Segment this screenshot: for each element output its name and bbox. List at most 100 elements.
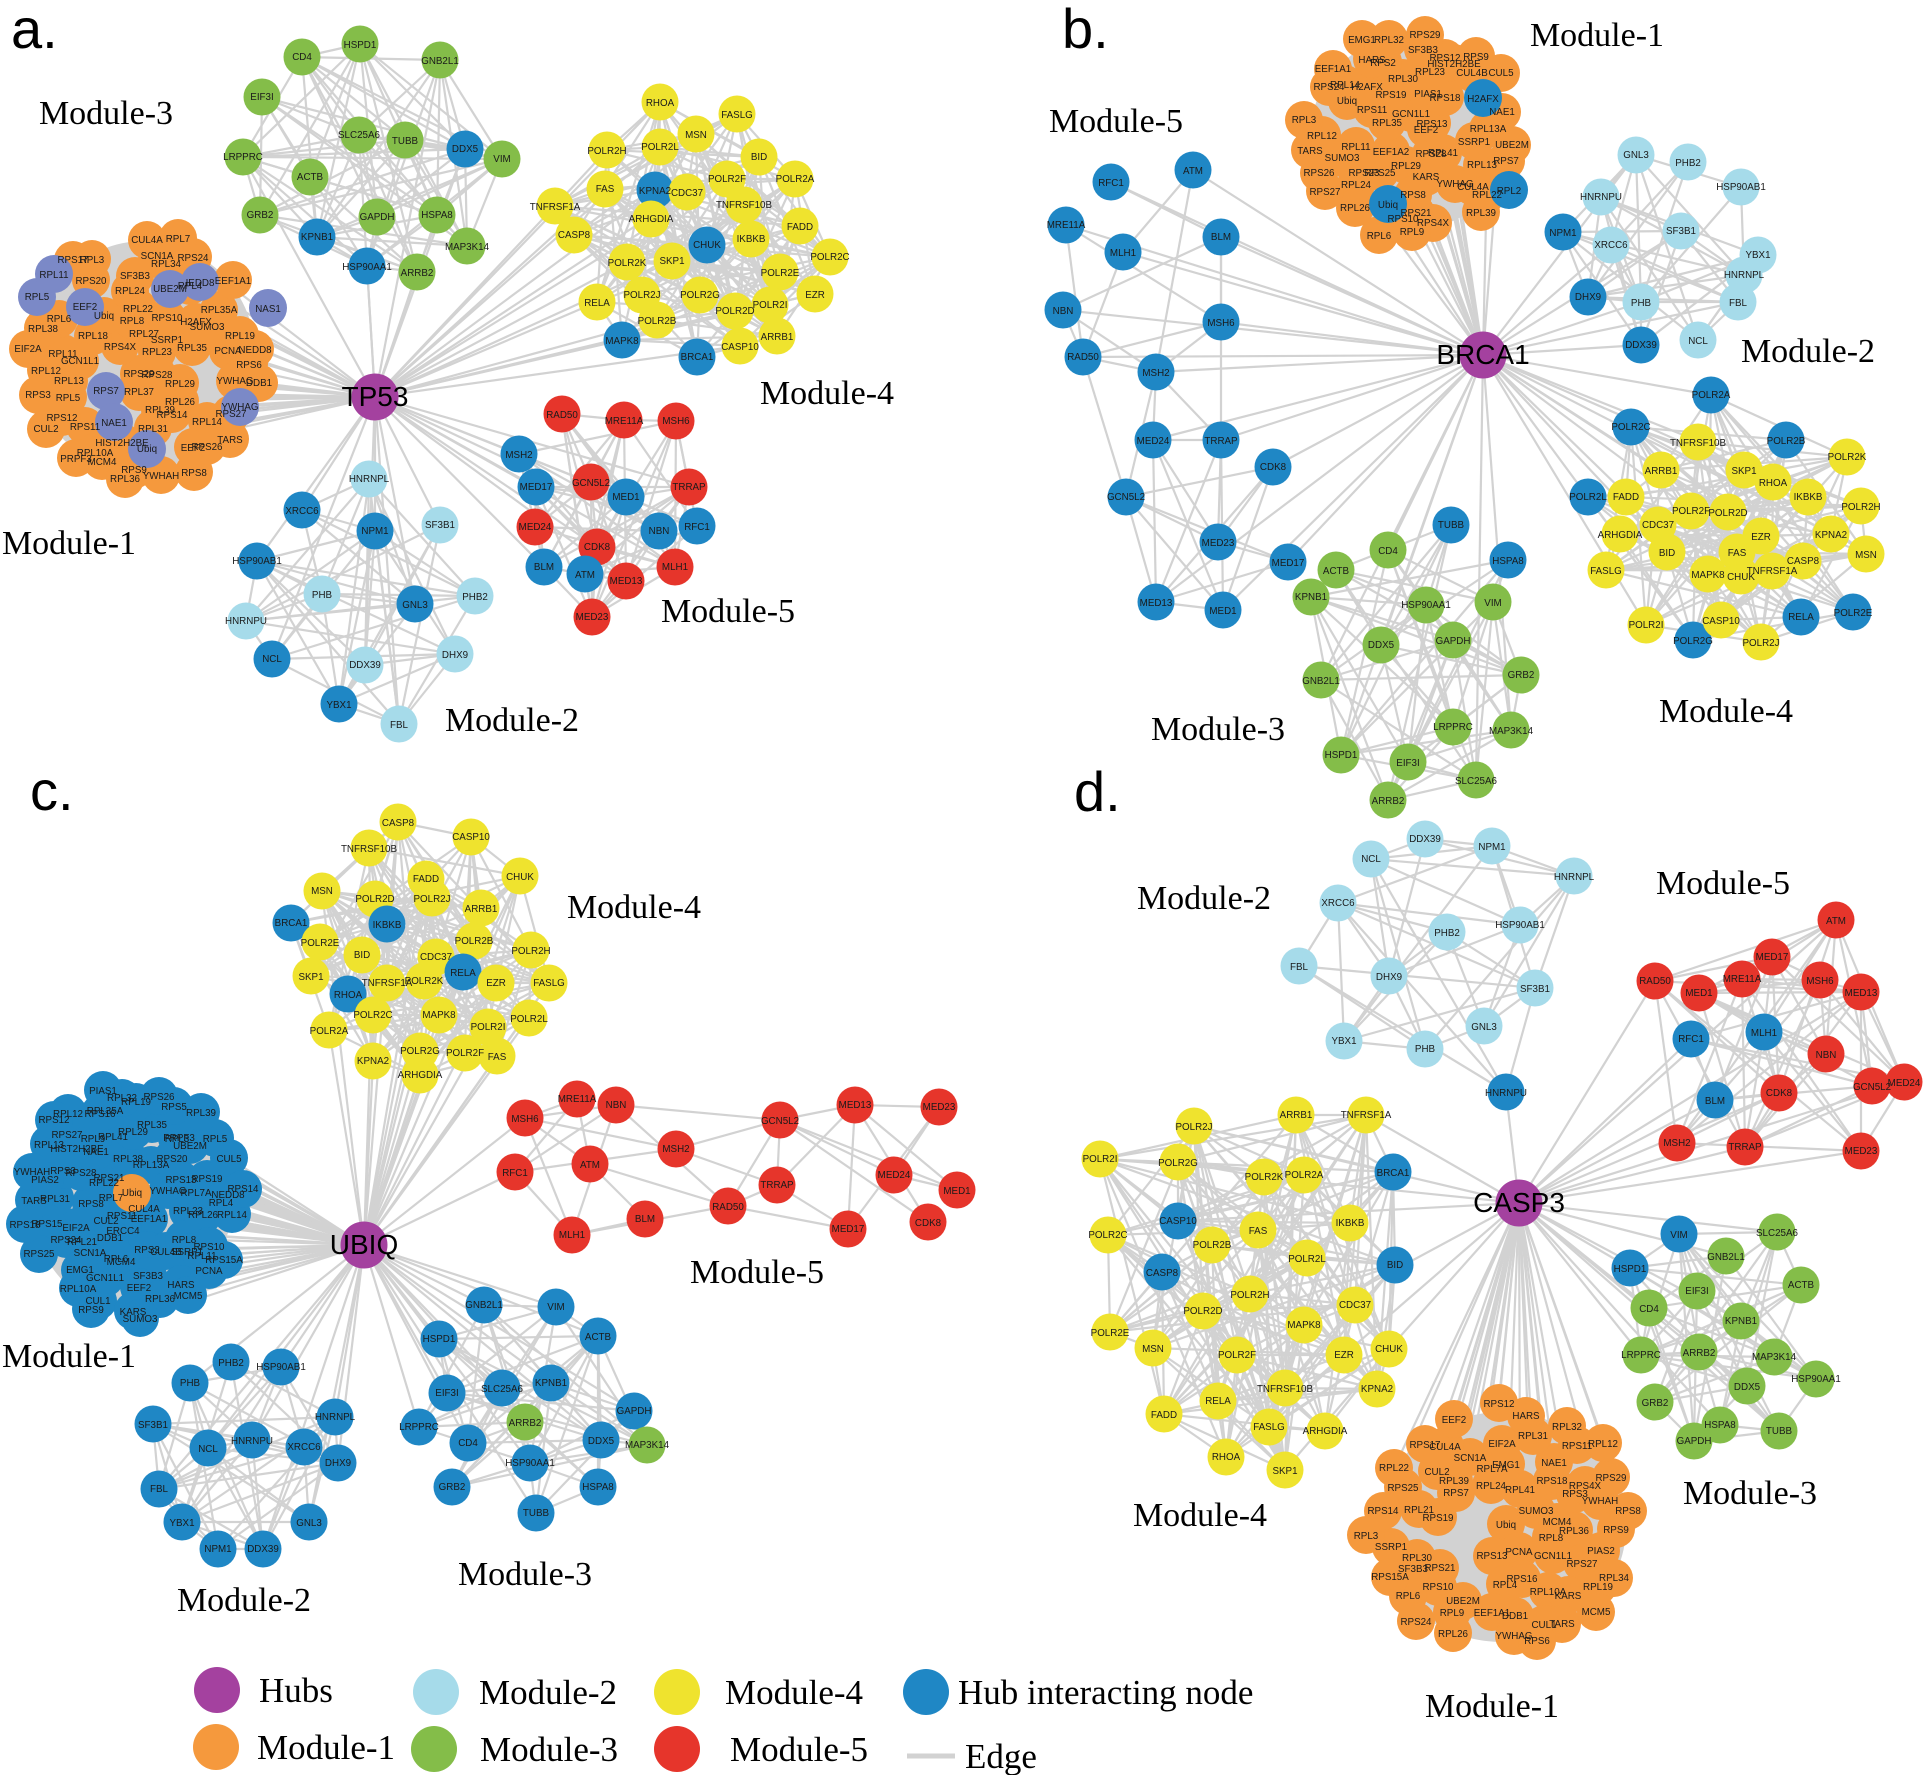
svg-text:MED1: MED1 <box>612 492 639 503</box>
svg-text:Module-1: Module-1 <box>257 1728 395 1767</box>
svg-text:YWHAH: YWHAH <box>14 1167 50 1178</box>
svg-text:POLR2K: POLR2K <box>1245 1172 1284 1183</box>
svg-text:RPL6: RPL6 <box>1367 231 1392 242</box>
svg-text:RPL9: RPL9 <box>81 1134 106 1145</box>
svg-text:CUL1: CUL1 <box>1531 1620 1556 1631</box>
svg-text:RPL13A: RPL13A <box>133 1160 170 1171</box>
svg-text:RPS7: RPS7 <box>93 386 119 397</box>
svg-text:MED17: MED17 <box>520 482 553 493</box>
svg-text:SCN1A: SCN1A <box>74 1248 107 1259</box>
svg-text:POLR2H: POLR2H <box>587 146 626 157</box>
svg-text:CUL4A: CUL4A <box>1457 182 1489 193</box>
svg-text:RPL26: RPL26 <box>165 397 196 408</box>
svg-text:RPL3: RPL3 <box>80 255 105 266</box>
svg-text:MCM5: MCM5 <box>174 1291 203 1302</box>
svg-text:EIF3I: EIF3I <box>1685 1286 1708 1297</box>
svg-text:POLR2E: POLR2E <box>761 268 800 279</box>
svg-text:RPS10: RPS10 <box>1422 1582 1454 1593</box>
svg-text:Module-3: Module-3 <box>480 1730 618 1769</box>
svg-text:MED24: MED24 <box>1137 436 1170 447</box>
svg-text:DHX9: DHX9 <box>325 1458 351 1469</box>
svg-text:a.: a. <box>11 0 58 60</box>
svg-text:ARRB1: ARRB1 <box>1280 1110 1313 1121</box>
svg-text:GNB2L1: GNB2L1 <box>1302 676 1340 687</box>
svg-text:RPL21: RPL21 <box>1404 1505 1434 1516</box>
svg-text:RPS12: RPS12 <box>46 413 77 424</box>
svg-text:FASLG: FASLG <box>533 978 565 989</box>
svg-text:SF3B1: SF3B1 <box>425 520 455 531</box>
svg-text:HSP90AA1: HSP90AA1 <box>1791 1374 1841 1385</box>
svg-text:BRCA1: BRCA1 <box>1436 339 1529 370</box>
svg-text:RPL8: RPL8 <box>120 316 145 327</box>
svg-text:MED17: MED17 <box>1272 558 1305 569</box>
svg-text:MCM5: MCM5 <box>1582 1607 1611 1618</box>
svg-text:BRCA1: BRCA1 <box>681 352 714 363</box>
svg-text:DHX9: DHX9 <box>1575 292 1601 303</box>
svg-text:DDX39: DDX39 <box>1409 834 1441 845</box>
svg-text:YWHAG: YWHAG <box>1436 179 1473 190</box>
svg-text:ARRB1: ARRB1 <box>1645 466 1678 477</box>
svg-text:RPL5: RPL5 <box>203 1134 228 1145</box>
svg-text:TNFRSF1A: TNFRSF1A <box>530 202 581 213</box>
svg-text:RPS19: RPS19 <box>1375 90 1406 101</box>
svg-text:CDC37: CDC37 <box>420 952 452 963</box>
svg-text:RPS13: RPS13 <box>1416 119 1448 130</box>
svg-text:HSP90AA1: HSP90AA1 <box>1401 600 1451 611</box>
svg-text:NCL: NCL <box>1688 336 1708 347</box>
svg-text:BLM: BLM <box>1211 232 1231 243</box>
svg-text:ATM: ATM <box>580 1160 600 1171</box>
svg-text:RPS27: RPS27 <box>51 1130 82 1141</box>
svg-text:Module-4: Module-4 <box>1133 1497 1267 1534</box>
svg-text:EZR: EZR <box>805 290 825 301</box>
svg-text:MSN: MSN <box>311 886 333 897</box>
svg-text:LRPPRC: LRPPRC <box>1621 1350 1661 1361</box>
svg-text:SUMO3: SUMO3 <box>1519 1506 1554 1517</box>
svg-text:EEF1A2: EEF1A2 <box>1373 147 1410 158</box>
svg-text:MSN: MSN <box>685 130 707 141</box>
svg-text:EMG1: EMG1 <box>1348 35 1376 46</box>
svg-text:ARHGDIA: ARHGDIA <box>629 214 674 225</box>
svg-text:RPL39: RPL39 <box>1439 1476 1469 1487</box>
svg-text:POLR2B: POLR2B <box>638 316 677 327</box>
svg-text:DDX5: DDX5 <box>588 1436 615 1447</box>
svg-text:MED24: MED24 <box>519 522 552 533</box>
svg-text:Edge: Edge <box>965 1737 1037 1775</box>
svg-text:RPS15A: RPS15A <box>1371 1572 1409 1583</box>
svg-text:RPL26: RPL26 <box>188 1210 219 1221</box>
svg-text:Module-1: Module-1 <box>1530 17 1664 54</box>
svg-text:Module-1: Module-1 <box>1425 1688 1559 1725</box>
svg-text:RPS28: RPS28 <box>141 370 173 381</box>
svg-text:RPS25: RPS25 <box>1387 1483 1419 1494</box>
svg-text:SF3B1: SF3B1 <box>138 1420 168 1431</box>
svg-text:POLR2L: POLR2L <box>641 142 679 153</box>
svg-text:EZR: EZR <box>1334 1350 1354 1361</box>
svg-text:CUL5: CUL5 <box>1488 68 1514 79</box>
svg-text:FBL: FBL <box>1729 298 1748 309</box>
svg-text:RPS26: RPS26 <box>191 442 223 453</box>
svg-text:HSP90AA1: HSP90AA1 <box>505 1458 555 1469</box>
svg-text:RPL4: RPL4 <box>178 281 203 292</box>
svg-text:RPL29: RPL29 <box>1391 161 1421 172</box>
svg-text:PCNA: PCNA <box>195 1266 223 1277</box>
svg-text:SF3B1: SF3B1 <box>1666 226 1696 237</box>
svg-text:MED13: MED13 <box>610 576 643 587</box>
svg-text:NBN: NBN <box>649 526 670 537</box>
svg-text:HNRNPU: HNRNPU <box>1580 192 1622 203</box>
svg-text:NAS1: NAS1 <box>255 304 281 315</box>
svg-text:RPL5: RPL5 <box>25 292 50 303</box>
svg-text:EIF2A: EIF2A <box>1488 1439 1516 1450</box>
svg-text:POLR2C: POLR2C <box>1088 1230 1127 1241</box>
svg-text:KPNA2: KPNA2 <box>1361 1384 1393 1395</box>
svg-text:RPL7: RPL7 <box>99 1193 124 1204</box>
svg-text:RPL36: RPL36 <box>110 474 141 485</box>
svg-text:HNRNPL: HNRNPL <box>349 474 390 485</box>
svg-text:PHB2: PHB2 <box>1675 158 1701 169</box>
svg-text:CD4: CD4 <box>1639 1304 1659 1315</box>
svg-text:POLR2B: POLR2B <box>1767 436 1806 447</box>
svg-text:DDX39: DDX39 <box>247 1544 279 1555</box>
svg-text:TNFRSF10B: TNFRSF10B <box>341 844 398 855</box>
svg-text:SUMO3: SUMO3 <box>123 1314 158 1325</box>
svg-text:RPL11: RPL11 <box>1341 142 1370 153</box>
svg-text:CUL2: CUL2 <box>33 424 58 435</box>
svg-text:KPNB1: KPNB1 <box>1295 592 1327 603</box>
